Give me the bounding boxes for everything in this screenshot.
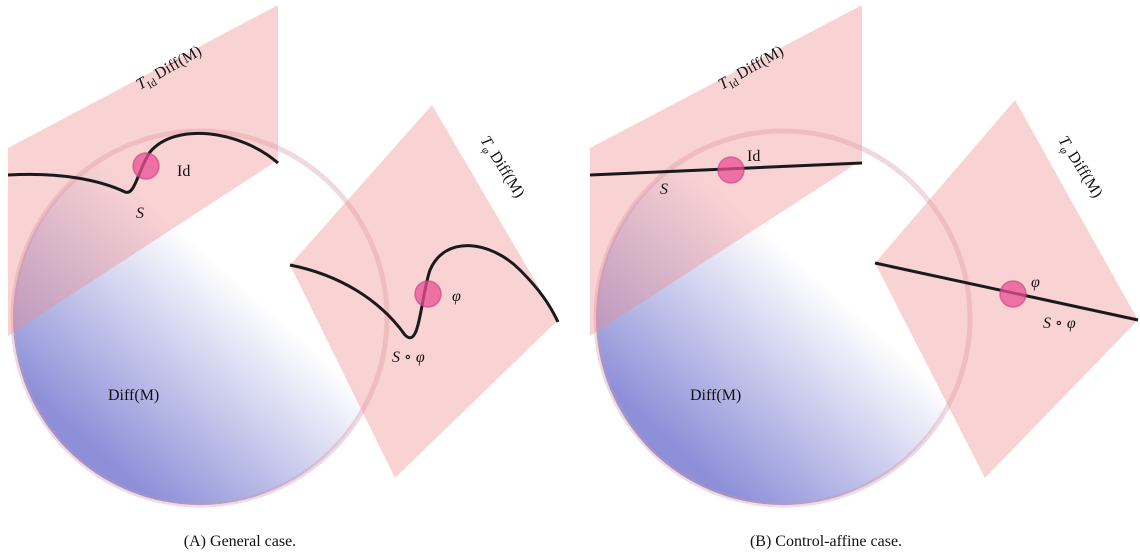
curve-s-label: S <box>136 205 144 222</box>
caption-b: (B) Control-affine case. <box>750 533 902 550</box>
label-part: General case. <box>210 533 296 550</box>
panel-a: Id φ S S ∘ φ Diff(M) TIdDiff(M) TφDiff(M… <box>8 5 558 550</box>
manifold-label: Diff(M) <box>690 387 741 404</box>
point-phi <box>1000 281 1026 307</box>
point-phi-label: φ <box>452 288 461 305</box>
point-id-label: Id <box>747 148 760 165</box>
label-part: Diff(M) <box>486 148 528 200</box>
point-phi <box>415 281 441 307</box>
point-id-label: Id <box>177 163 190 180</box>
curve-s-phi-label: S ∘ φ <box>1043 315 1076 332</box>
curve-s-phi-label: S ∘ φ <box>392 349 425 366</box>
panel-b: Id φ S S ∘ φ Diff(M) TIdDiff(M) TφDiff(M… <box>590 5 1138 550</box>
caption-a: (A) General case. <box>184 533 296 550</box>
point-id <box>133 153 159 179</box>
point-id <box>718 157 744 183</box>
point-phi-label: φ <box>1031 274 1040 291</box>
label-part: Control-affine case. <box>775 533 902 550</box>
curve-s-label: S <box>660 181 668 198</box>
label-part: Diff(M) <box>1064 148 1106 200</box>
label-part: (B) <box>750 533 771 550</box>
figure: Id φ S S ∘ φ Diff(M) TIdDiff(M) TφDiff(M… <box>0 0 1140 559</box>
manifold-label: Diff(M) <box>108 387 159 404</box>
label-part: (A) <box>184 533 206 550</box>
